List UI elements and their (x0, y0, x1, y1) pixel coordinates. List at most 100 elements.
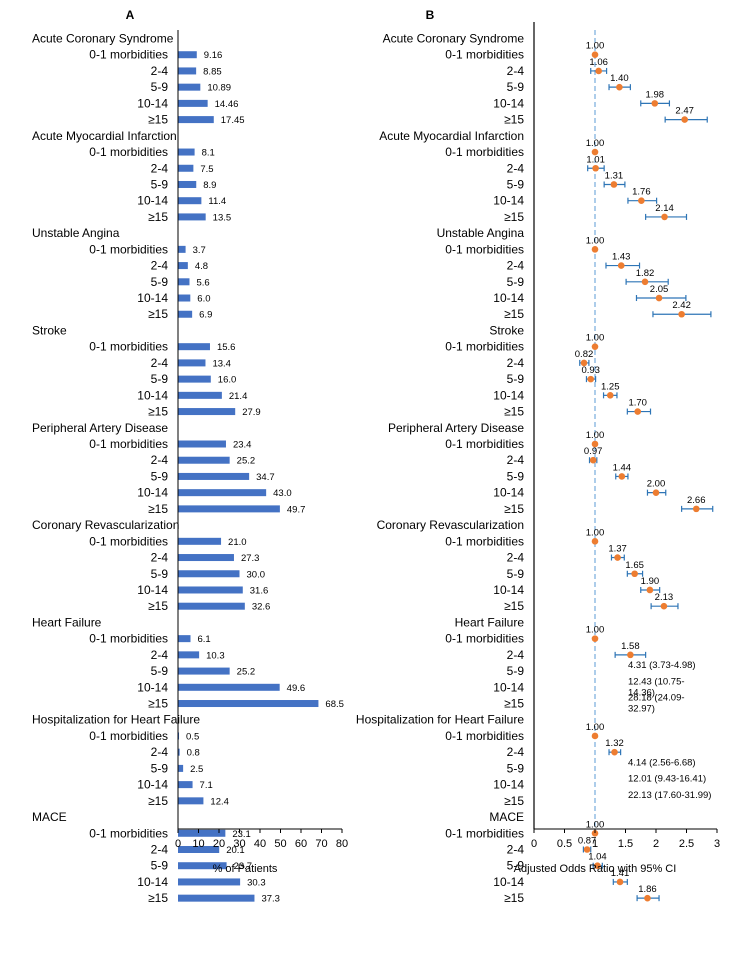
odds-ratio-point (692, 505, 700, 513)
bar (178, 489, 267, 497)
odds-ratio-point (591, 246, 599, 253)
bar (178, 602, 245, 610)
group-heading-b: Hospitalization for Heart Failure (356, 713, 524, 727)
row-label-a: ≥15 (148, 113, 168, 127)
x-axis-title-b: Adjusted Odds Ratio with 95% CI (514, 863, 677, 875)
group-heading-b: Peripheral Artery Disease (388, 421, 524, 435)
bar-value-label: 23.7 (234, 861, 253, 872)
bar-value-label: 23.4 (233, 440, 252, 451)
row-label-a: 2-4 (151, 648, 169, 662)
row-label-a: 10-14 (137, 583, 168, 597)
row-label-b: ≥15 (504, 891, 524, 905)
bar (178, 797, 204, 805)
odds-ratio-label: 1.00 (586, 819, 605, 830)
group-heading-b: Acute Coronary Syndrome (383, 32, 525, 46)
group-heading-a: MACE (32, 810, 67, 824)
row-label-a: 0-1 morbidities (89, 632, 168, 646)
row-label-a: 5-9 (151, 80, 169, 94)
row-label-a: 5-9 (151, 567, 169, 581)
group-heading-a: Peripheral Artery Disease (32, 421, 168, 435)
bar-value-label: 4.8 (195, 261, 208, 272)
x-tick-label-b: 1.5 (618, 838, 633, 850)
row-label-b: 0-1 morbidities (445, 340, 524, 354)
panel-b-title: B (426, 8, 435, 22)
odds-ratio-label: 0.97 (584, 446, 603, 457)
row-label-b: 0-1 morbidities (445, 826, 524, 840)
row-label-a: 5-9 (151, 469, 169, 483)
odds-ratio-label: 1.06 (589, 57, 608, 68)
row-label-a: 2-4 (151, 551, 169, 565)
bar (178, 116, 214, 124)
row-label-a: 10-14 (137, 96, 168, 110)
odds-ratio-label: 1.00 (586, 235, 605, 246)
bar (178, 764, 184, 772)
bar-value-label: 6.1 (198, 634, 211, 645)
bar-value-label: 6.9 (199, 310, 212, 321)
group-heading-a: Heart Failure (32, 615, 102, 629)
bar-value-label: 23.1 (232, 829, 251, 840)
odds-ratio-label: 1.01 (586, 154, 605, 165)
group-heading-b: Coronary Revascularization (377, 518, 524, 532)
bar (178, 862, 227, 870)
group-heading-a: Acute Coronary Syndrome (32, 32, 174, 46)
odds-ratio-label: 1.00 (586, 41, 605, 52)
row-label-a: 5-9 (151, 761, 169, 775)
bar-value-label: 7.5 (200, 164, 213, 175)
row-label-b: ≥15 (504, 599, 524, 613)
odds-ratio-label: 2.47 (675, 106, 694, 117)
row-label-b: 5-9 (507, 177, 525, 191)
row-label-b: ≥15 (504, 502, 524, 516)
bar (178, 586, 243, 594)
row-label-a: 2-4 (151, 453, 169, 467)
odds-ratio-point (594, 862, 601, 870)
bar (178, 570, 240, 578)
odds-ratio-note: 4.31 (3.73-4.98) (628, 660, 696, 671)
odds-ratio-label: 1.00 (586, 722, 605, 733)
odds-ratio-point (589, 456, 597, 464)
bar (178, 391, 222, 399)
bar-value-label: 27.3 (241, 553, 260, 564)
row-label-b: 10-14 (493, 583, 524, 597)
odds-ratio-point (591, 343, 599, 350)
x-tick-label-a: 10 (192, 838, 204, 850)
odds-ratio-label: 1.00 (586, 430, 605, 441)
panel-b-forest-plot: Acute Coronary Syndrome 0-1 morbidities 2-… (356, 22, 720, 905)
row-label-a: 10-14 (137, 194, 168, 208)
x-tick-label-a: 80 (336, 838, 348, 850)
bar (178, 472, 250, 480)
row-label-b: 5-9 (507, 372, 525, 386)
x-tick-label-b: 0.5 (557, 838, 572, 850)
odds-ratio-point (610, 181, 618, 188)
group-heading-b: MACE (489, 810, 524, 824)
bar (178, 748, 180, 756)
x-tick-label-a: 30 (233, 838, 245, 850)
row-label-a: ≥15 (148, 405, 168, 419)
row-label-b: 2-4 (507, 745, 525, 759)
odds-ratio-point (595, 67, 602, 75)
row-label-b: 10-14 (493, 778, 524, 792)
odds-ratio-label: 2.13 (655, 592, 674, 603)
odds-ratio-note: 14.36) (628, 687, 655, 698)
group-heading-a: Acute Myocardial Infarction (32, 129, 177, 143)
bar-value-label: 8.85 (203, 66, 222, 77)
row-label-b: 0-1 morbidities (445, 242, 524, 256)
bar-value-label: 16.0 (218, 375, 237, 386)
bar (178, 310, 193, 318)
odds-ratio-point (591, 538, 599, 545)
odds-ratio-point (591, 829, 599, 837)
row-label-b: 0-1 morbidities (445, 437, 524, 451)
odds-ratio-point (661, 213, 668, 221)
bar (178, 294, 191, 302)
row-label-b: 5-9 (507, 664, 525, 678)
row-label-a: ≥15 (148, 891, 168, 905)
bar-value-label: 68.5 (325, 699, 344, 710)
odds-ratio-label: 0.87 (578, 836, 597, 847)
row-label-b: 5-9 (507, 80, 525, 94)
bar-value-label: 12.4 (210, 796, 229, 807)
row-label-a: 5-9 (151, 859, 169, 873)
row-label-a: 2-4 (151, 64, 169, 78)
odds-ratio-note: 12.43 (10.75- (628, 676, 685, 687)
row-label-b: 10-14 (493, 486, 524, 500)
row-label-b: ≥15 (504, 405, 524, 419)
